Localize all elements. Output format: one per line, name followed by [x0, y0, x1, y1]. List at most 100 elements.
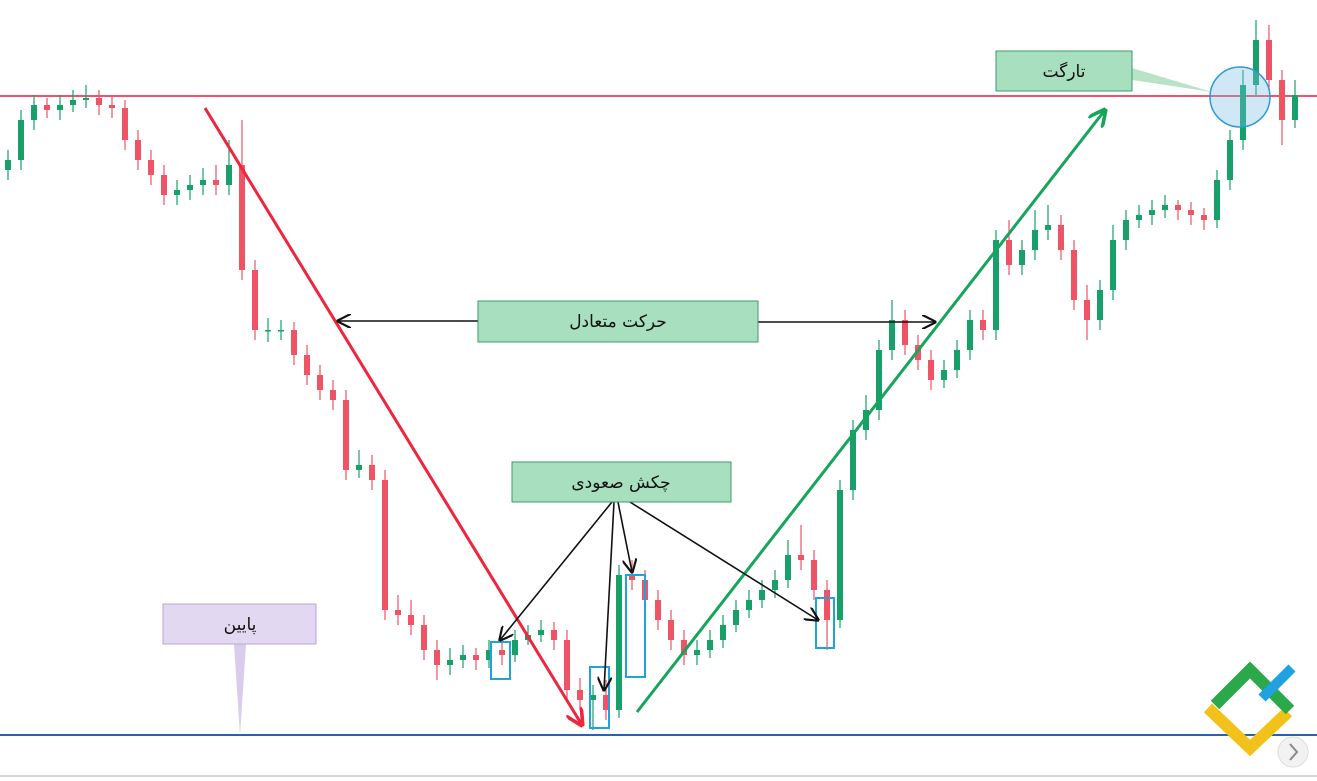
levels	[0, 95, 1317, 736]
candle-body	[57, 105, 63, 110]
candle-body	[538, 630, 544, 635]
candle-body	[1006, 240, 1012, 265]
candle-body	[70, 100, 76, 105]
candle-body	[980, 320, 986, 330]
candle-body	[226, 165, 232, 185]
candle-body	[798, 555, 804, 560]
candle-body	[1110, 240, 1116, 290]
candle-body	[967, 320, 973, 350]
candle-body	[122, 108, 128, 140]
candle-body	[655, 600, 661, 620]
candle-body	[252, 270, 258, 330]
candle-body	[1253, 40, 1259, 85]
candle-body	[889, 320, 895, 350]
candle-body	[109, 105, 115, 108]
candle-body	[954, 350, 960, 370]
candle-body	[928, 360, 934, 380]
candle-body	[382, 480, 388, 610]
candle-body	[1045, 225, 1051, 230]
candle-body	[785, 555, 791, 580]
candle-body	[343, 400, 349, 470]
candle-body	[421, 625, 427, 650]
move-label: حرکت متعادل	[569, 312, 667, 332]
candle-body	[941, 370, 947, 380]
candle-body	[590, 695, 596, 700]
candle-body	[473, 655, 479, 660]
candle-body	[629, 575, 635, 580]
candle-body	[148, 160, 154, 175]
candle-body	[733, 610, 739, 625]
candle-body	[395, 610, 401, 615]
candle-body	[1292, 95, 1298, 120]
candle-body	[564, 640, 570, 690]
candle-body	[265, 330, 271, 332]
candle-body	[330, 390, 336, 400]
candle-body	[1266, 40, 1272, 80]
down-move-arrow	[203, 107, 582, 725]
candle-body	[161, 175, 167, 195]
candle-body	[304, 355, 310, 375]
next-icon	[1289, 743, 1299, 761]
target-circle	[1209, 66, 1271, 128]
candle-body	[1058, 225, 1064, 250]
candle-body	[603, 695, 609, 710]
candle-body	[1240, 85, 1246, 140]
candle-body	[1162, 205, 1168, 210]
candles	[5, 20, 1298, 730]
candle-body	[694, 650, 700, 655]
candle-body	[486, 650, 492, 660]
candle-body	[772, 580, 778, 590]
bottom-pointer	[234, 644, 246, 735]
candle-body	[174, 190, 180, 195]
next-button[interactable]	[1277, 736, 1309, 768]
candle-body	[31, 105, 37, 120]
candle-body	[447, 660, 453, 665]
candle-body	[1227, 140, 1233, 180]
candle-body	[278, 330, 284, 332]
candle-body	[408, 615, 414, 625]
candle-body	[512, 640, 518, 655]
hammer-boxes	[490, 574, 835, 729]
target-label: تارگت	[1043, 61, 1086, 82]
candle-body	[356, 465, 362, 470]
candle-body	[1071, 250, 1077, 300]
candle-body	[187, 185, 193, 190]
candle-body	[668, 620, 674, 640]
candle-body	[993, 240, 999, 330]
up-move-arrow	[635, 110, 1105, 713]
pointer-arrows	[338, 321, 935, 690]
callout-tail	[1132, 68, 1212, 92]
move-box	[477, 300, 759, 343]
candle-body	[44, 105, 50, 110]
candle-body	[213, 180, 219, 185]
candle-body	[1214, 180, 1220, 220]
logo	[1203, 661, 1296, 757]
candle-body	[616, 575, 622, 710]
candle-body	[5, 160, 11, 170]
candle-body	[317, 375, 323, 390]
candle-body	[746, 600, 752, 610]
candle-body	[369, 465, 375, 480]
candle-body	[1097, 290, 1103, 320]
candle-body	[1032, 230, 1038, 250]
hammer-box	[511, 461, 732, 503]
candle-body	[434, 650, 440, 665]
candle-body	[1175, 205, 1181, 210]
candle-body	[681, 640, 687, 655]
target-box	[995, 50, 1133, 92]
candle-body	[1279, 80, 1285, 120]
candle-body	[1136, 215, 1142, 220]
candle-body	[1149, 210, 1155, 215]
candle-body	[863, 410, 869, 430]
candle-body	[1188, 210, 1194, 215]
candle-body	[1019, 250, 1025, 265]
hammer-label: چکش صعودی	[571, 473, 670, 493]
candle-body	[577, 690, 583, 700]
bottom-label: پایین	[224, 615, 257, 635]
candle-body	[902, 320, 908, 345]
candle-body	[96, 98, 102, 105]
candle-body	[239, 165, 245, 270]
candle-body	[811, 560, 817, 590]
candle-body	[1084, 300, 1090, 320]
